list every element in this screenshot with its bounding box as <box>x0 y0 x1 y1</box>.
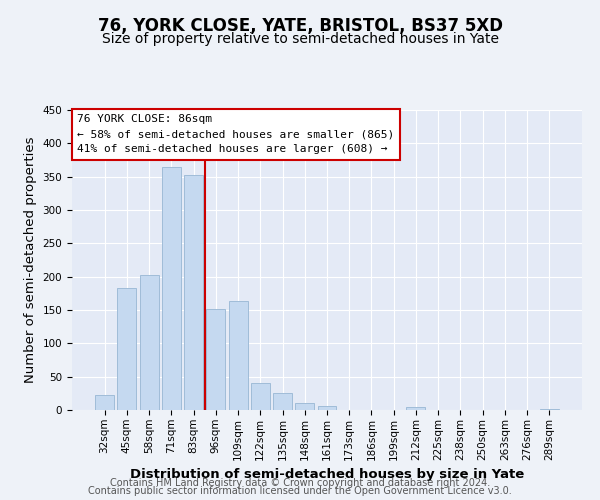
Bar <box>118 288 136 410</box>
Bar <box>206 310 225 410</box>
Bar <box>295 404 314 410</box>
Bar <box>251 384 270 410</box>
Text: Size of property relative to semi-detached houses in Yate: Size of property relative to semi-detach… <box>101 32 499 46</box>
Bar <box>184 176 203 410</box>
Bar <box>162 166 181 410</box>
Text: 76, YORK CLOSE, YATE, BRISTOL, BS37 5XD: 76, YORK CLOSE, YATE, BRISTOL, BS37 5XD <box>97 18 503 36</box>
Text: 76 YORK CLOSE: 86sqm
← 58% of semi-detached houses are smaller (865)
41% of semi: 76 YORK CLOSE: 86sqm ← 58% of semi-detac… <box>77 114 394 154</box>
Bar <box>317 406 337 410</box>
Bar <box>140 276 158 410</box>
Bar <box>273 392 292 410</box>
Bar <box>406 406 425 410</box>
Bar <box>95 396 114 410</box>
Bar <box>229 300 248 410</box>
Bar <box>540 408 559 410</box>
Text: Contains public sector information licensed under the Open Government Licence v3: Contains public sector information licen… <box>88 486 512 496</box>
Text: Contains HM Land Registry data © Crown copyright and database right 2024.: Contains HM Land Registry data © Crown c… <box>110 478 490 488</box>
X-axis label: Distribution of semi-detached houses by size in Yate: Distribution of semi-detached houses by … <box>130 468 524 481</box>
Y-axis label: Number of semi-detached properties: Number of semi-detached properties <box>24 136 37 383</box>
